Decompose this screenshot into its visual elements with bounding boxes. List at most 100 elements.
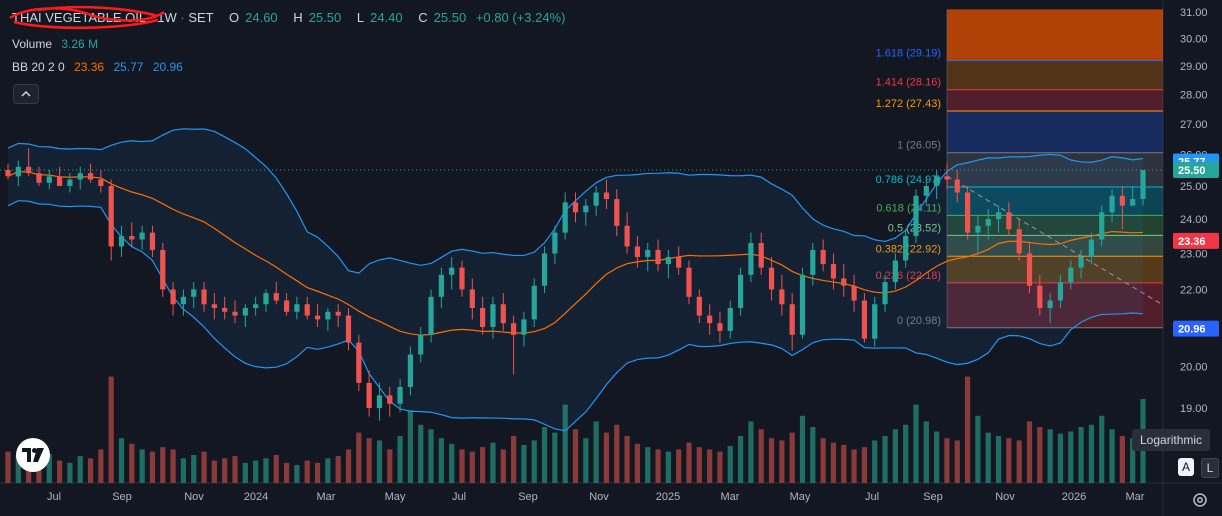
price-tick-label: 24.00 (1180, 214, 1208, 226)
volume-bar (624, 435, 630, 483)
volume-bar (438, 438, 444, 483)
volume-bar (98, 449, 104, 483)
candle (572, 192, 579, 223)
volume-bar (180, 458, 187, 483)
candle (469, 278, 475, 320)
time-tick-label: Nov (995, 491, 1015, 503)
fib-label: 0.786 (24.97) (876, 174, 941, 186)
fib-label: 1.414 (28.16) (876, 77, 941, 89)
fib-zone (947, 235, 1163, 257)
time-tick-label: Mar (317, 491, 336, 503)
volume-bar (480, 447, 486, 483)
volume-bar (67, 462, 73, 483)
candle-body (1068, 267, 1074, 283)
gear-icon[interactable] (1190, 490, 1210, 510)
volume-bar (985, 432, 991, 483)
volume-bar (46, 453, 52, 483)
volume-bar (789, 432, 795, 483)
candle-body (449, 267, 455, 275)
candle-body (283, 300, 290, 312)
price-tag: 25.50 (1173, 161, 1219, 178)
volume-bar (222, 458, 228, 483)
volume-bar (614, 424, 620, 483)
volume-bar (232, 456, 238, 483)
candle (407, 346, 414, 396)
volume-bar (15, 455, 21, 483)
volume-bar (376, 440, 383, 483)
candle-body (376, 395, 383, 408)
volume-bar (954, 440, 960, 483)
candle (541, 246, 548, 294)
collapse-legend-button[interactable] (13, 84, 39, 104)
volume-bar (923, 421, 929, 483)
candle-body (77, 173, 83, 180)
time-tick-label: Nov (589, 491, 609, 503)
candle (36, 166, 42, 187)
candle-body (872, 304, 878, 339)
candle-body (717, 323, 723, 331)
volume-bar (768, 438, 775, 483)
volume-bar (304, 460, 310, 483)
candle-body (779, 289, 785, 305)
price-tick-label: 25.00 (1180, 181, 1208, 193)
volume-bar (325, 458, 331, 483)
candle (490, 296, 496, 339)
log-scale-button[interactable]: L (1201, 458, 1219, 478)
candle-body (15, 166, 21, 177)
volume-bar (830, 442, 837, 483)
candle (263, 289, 269, 312)
candle (562, 192, 568, 240)
candle (356, 334, 362, 392)
candle-body (314, 315, 321, 320)
candle (737, 267, 744, 316)
price-tag-bg (1173, 232, 1219, 249)
candle (1047, 293, 1053, 324)
volume-bar (717, 451, 723, 483)
candle-body (624, 225, 630, 247)
candle-body (1109, 195, 1115, 213)
candle (294, 296, 300, 320)
candle (655, 239, 661, 272)
volume-bar (882, 435, 888, 483)
price-tag-label: 20.96 (1178, 324, 1206, 336)
volume-bar (1037, 427, 1043, 483)
volume-bar (841, 444, 847, 483)
bb-fill (8, 128, 1143, 431)
volume-bar (345, 449, 352, 483)
price-tag: 20.96 (1173, 320, 1219, 337)
bb-basis-line (7, 170, 1144, 336)
candle-body (861, 300, 868, 339)
candle (345, 308, 352, 351)
volume-bar (531, 440, 537, 483)
candle-body (995, 212, 1002, 220)
tv-logo-icon (22, 448, 44, 462)
fib-zone (947, 282, 1163, 328)
time-tick-label: May (790, 491, 811, 503)
volume-bar (1068, 431, 1074, 483)
candle-body (1057, 282, 1064, 301)
volume-legend[interactable]: Volume 3.26 M (12, 37, 98, 51)
candle (964, 186, 971, 240)
candle (748, 232, 754, 283)
fib-label: 0 (20.98) (897, 315, 941, 327)
candle (335, 304, 341, 328)
volume-bar (676, 449, 682, 483)
candle (180, 289, 187, 316)
candle-body (87, 173, 94, 180)
volume-bar (944, 438, 950, 483)
fib-zone (947, 256, 1163, 283)
candle-body (944, 176, 950, 180)
volume-bar (562, 404, 568, 483)
candle (242, 304, 248, 328)
time-tick-label: Mar (721, 491, 740, 503)
candle (428, 289, 434, 343)
candle-body (572, 202, 579, 213)
candle-body (954, 179, 960, 193)
bb-legend[interactable]: BB 20 2 0 23.36 25.77 20.96 (12, 60, 183, 74)
candle-body (407, 354, 414, 387)
tradingview-logo[interactable] (16, 438, 50, 472)
candle (67, 173, 73, 193)
auto-scale-button[interactable]: A (1178, 458, 1194, 476)
candle-body (222, 308, 228, 312)
